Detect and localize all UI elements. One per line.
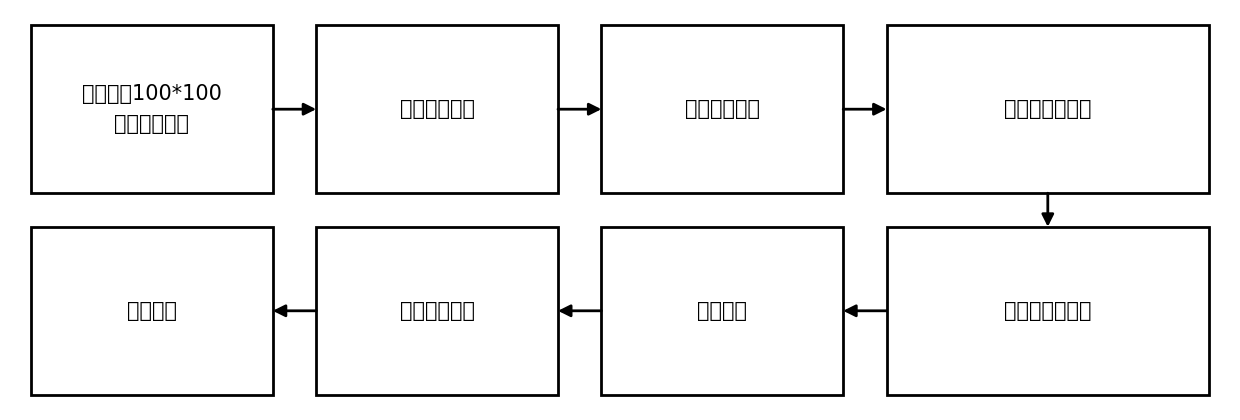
Text: 透视变换: 透视变换 bbox=[126, 301, 177, 321]
Text: 平均灰度计算: 平均灰度计算 bbox=[399, 99, 475, 119]
Text: 变换矩阵构建: 变换矩阵构建 bbox=[399, 301, 475, 321]
Text: 图像中心100*100
像素区域提取: 图像中心100*100 像素区域提取 bbox=[82, 84, 222, 134]
FancyBboxPatch shape bbox=[31, 227, 273, 395]
Text: 灰度阈值分割: 灰度阈值分割 bbox=[684, 99, 760, 119]
Text: 角点检索: 角点检索 bbox=[697, 301, 748, 321]
Text: 二值图轮廓检索: 二值图轮廓检索 bbox=[1004, 99, 1091, 119]
FancyBboxPatch shape bbox=[887, 227, 1209, 395]
FancyBboxPatch shape bbox=[316, 227, 558, 395]
FancyBboxPatch shape bbox=[31, 25, 273, 193]
FancyBboxPatch shape bbox=[601, 227, 843, 395]
FancyBboxPatch shape bbox=[601, 25, 843, 193]
Text: 轮廓多边形拟合: 轮廓多边形拟合 bbox=[1004, 301, 1091, 321]
FancyBboxPatch shape bbox=[887, 25, 1209, 193]
FancyBboxPatch shape bbox=[316, 25, 558, 193]
